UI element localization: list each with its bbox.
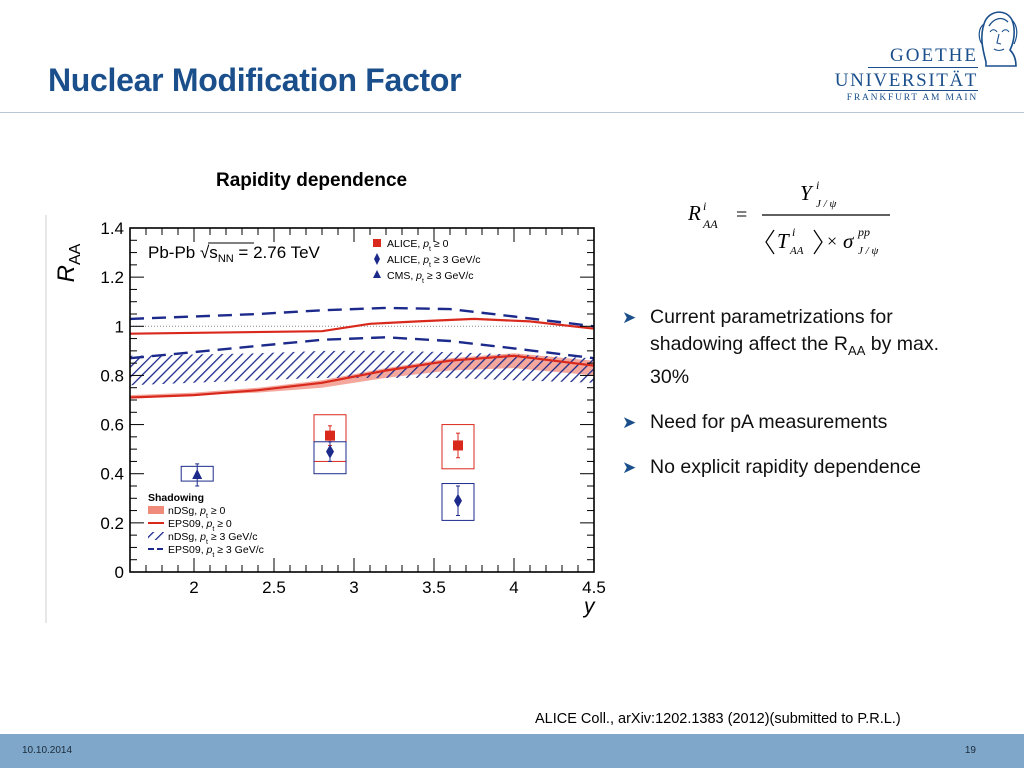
formula-equals: = bbox=[736, 204, 747, 226]
arrow-bullet-icon: ➤ bbox=[622, 412, 637, 432]
formula-num-sup: i bbox=[816, 178, 819, 192]
arrow-bullet-icon: ➤ bbox=[622, 308, 637, 327]
y-tick-label: 1 bbox=[115, 317, 124, 336]
system-label: Pb-Pb √sNN = 2.76 TeV bbox=[148, 243, 321, 265]
legend-entry-label: CMS, pt ≥ 3 GeV/c bbox=[387, 270, 474, 285]
goethe-portrait-icon bbox=[978, 11, 1018, 67]
logo-rule bbox=[868, 67, 978, 68]
bullet-item: ➤ No explicit rapidity dependence bbox=[622, 454, 952, 481]
chart-heading: Rapidity dependence bbox=[216, 170, 408, 191]
x-tick-label: 2 bbox=[189, 578, 198, 597]
bullet-text: No explicit rapidity dependence bbox=[650, 455, 922, 478]
x-tick-label: 2.5 bbox=[262, 578, 286, 597]
logo-line-city: FRANKFURT AM MAIN bbox=[846, 93, 978, 103]
formula-sigma: σ bbox=[843, 229, 855, 253]
systematic-box bbox=[441, 483, 475, 521]
raa-rapidity-plot: 2 2.5 3 3.5 4 4.5 0 0.2 0.4 0.6 0.8 1 1.2 1.4 RAA y P… bbox=[45, 215, 606, 623]
logo-line-goethe: GOETHE bbox=[890, 45, 978, 66]
formula-sigma-sub: J / ψ bbox=[858, 245, 878, 257]
data-point-diamond bbox=[454, 493, 462, 508]
formula-num-sub: J / ψ bbox=[816, 198, 836, 210]
bullet-item: ➤ Need for pA measurements bbox=[622, 409, 952, 436]
legend-marker-triangle bbox=[373, 270, 381, 278]
bullet-text: Need for pA measurements bbox=[650, 410, 888, 433]
angle-brackets bbox=[765, 229, 823, 255]
y-tick-label: 1.4 bbox=[100, 219, 124, 238]
legend-marker-square bbox=[373, 239, 381, 247]
legend-entry-label: nDSg, pt ≥ 3 GeV/c bbox=[168, 531, 257, 546]
eps09-pt3-upper-dashed-line bbox=[130, 306, 594, 328]
y-axis-label: RAA bbox=[53, 243, 84, 282]
data-point-square bbox=[325, 430, 335, 441]
bullet-list: ➤ Current parametrizations for shadowing… bbox=[622, 304, 952, 499]
legend-entry-label: ALICE, pt ≥ 0 bbox=[387, 238, 449, 253]
formula-t-sup: i bbox=[792, 225, 795, 239]
formula-numerator: Y bbox=[800, 181, 814, 205]
logo-line-universitaet: UNIVERSITÄT bbox=[834, 70, 978, 91]
formula-t-sub: AA bbox=[789, 245, 804, 257]
data-point-diamond bbox=[326, 444, 334, 459]
arrow-bullet-icon: ➤ bbox=[622, 457, 637, 477]
x-tick-label: 4 bbox=[509, 578, 518, 597]
shadowing-legend-title: Shadowing bbox=[148, 492, 204, 504]
formula-sigma-sup: pp bbox=[857, 225, 870, 239]
formula-t: T bbox=[777, 229, 790, 253]
x-tick-label: 4.5 bbox=[582, 578, 606, 597]
bullet-item: ➤ Current parametrizations for shadowing… bbox=[622, 304, 952, 391]
legend-marker-diamond bbox=[374, 253, 380, 265]
formula-lhs: R bbox=[687, 201, 701, 225]
footer-date: 10.10.2014 bbox=[22, 745, 73, 756]
y-tick-label: 0.6 bbox=[100, 416, 124, 435]
legend-entry-label: nDSg, pt ≥ 0 bbox=[168, 505, 226, 520]
formula-lhs-sup: i bbox=[703, 199, 706, 213]
eps09-pt0-upper-line bbox=[130, 317, 594, 335]
footer-bar: 10.10.2014 19 bbox=[0, 734, 1024, 768]
raa-formula-svg: R i AA = Y i J / ψ T i AA × σ pp J / ψ bbox=[687, 178, 890, 257]
title-divider bbox=[0, 112, 1024, 113]
y-tick-label: 0.2 bbox=[100, 514, 124, 533]
systematic-box bbox=[441, 424, 475, 470]
legend-entry-label: ALICE, pt ≥ 3 GeV/c bbox=[387, 254, 481, 269]
x-tick-label: 3 bbox=[349, 578, 358, 597]
logo-rule bbox=[868, 90, 978, 91]
legend-swatch-red-band bbox=[148, 506, 164, 514]
citation: ALICE Coll., arXiv:1202.1383 (2012)(subm… bbox=[535, 711, 901, 727]
y-tick-label: 0.4 bbox=[100, 465, 124, 484]
university-logo: GOETHE UNIVERSITÄT FRANKFURT AM MAIN bbox=[835, 4, 1020, 104]
y-tick-label: 0 bbox=[115, 563, 124, 582]
x-axis-label: y bbox=[582, 595, 596, 618]
data-point-square bbox=[453, 440, 463, 451]
x-tick-label: 3.5 bbox=[422, 578, 446, 597]
y-tick-label: 0.8 bbox=[100, 366, 124, 385]
data-point-triangle bbox=[192, 468, 203, 479]
bullet-text: Current parametrizations for shadowing a… bbox=[650, 306, 940, 388]
legend-entry-label: EPS09, pt ≥ 3 GeV/c bbox=[168, 544, 264, 559]
legend-swatch-blue-hatch bbox=[148, 532, 164, 540]
formula-lhs-sub: AA bbox=[702, 217, 718, 231]
formula-times: × bbox=[827, 231, 837, 251]
eps09-pt3-lower-dashed-line bbox=[130, 336, 594, 360]
slide-title: Nuclear Modification Factor bbox=[48, 62, 462, 98]
raa-formula: R i AA = Y i J / ψ T i AA × σ pp J / ψ bbox=[682, 172, 912, 262]
legend-entry-label: EPS09, pt ≥ 0 bbox=[168, 518, 232, 533]
eps09-pt0-lower-line bbox=[130, 354, 594, 399]
y-tick-label: 1.2 bbox=[100, 268, 124, 287]
page-number: 19 bbox=[964, 745, 976, 756]
